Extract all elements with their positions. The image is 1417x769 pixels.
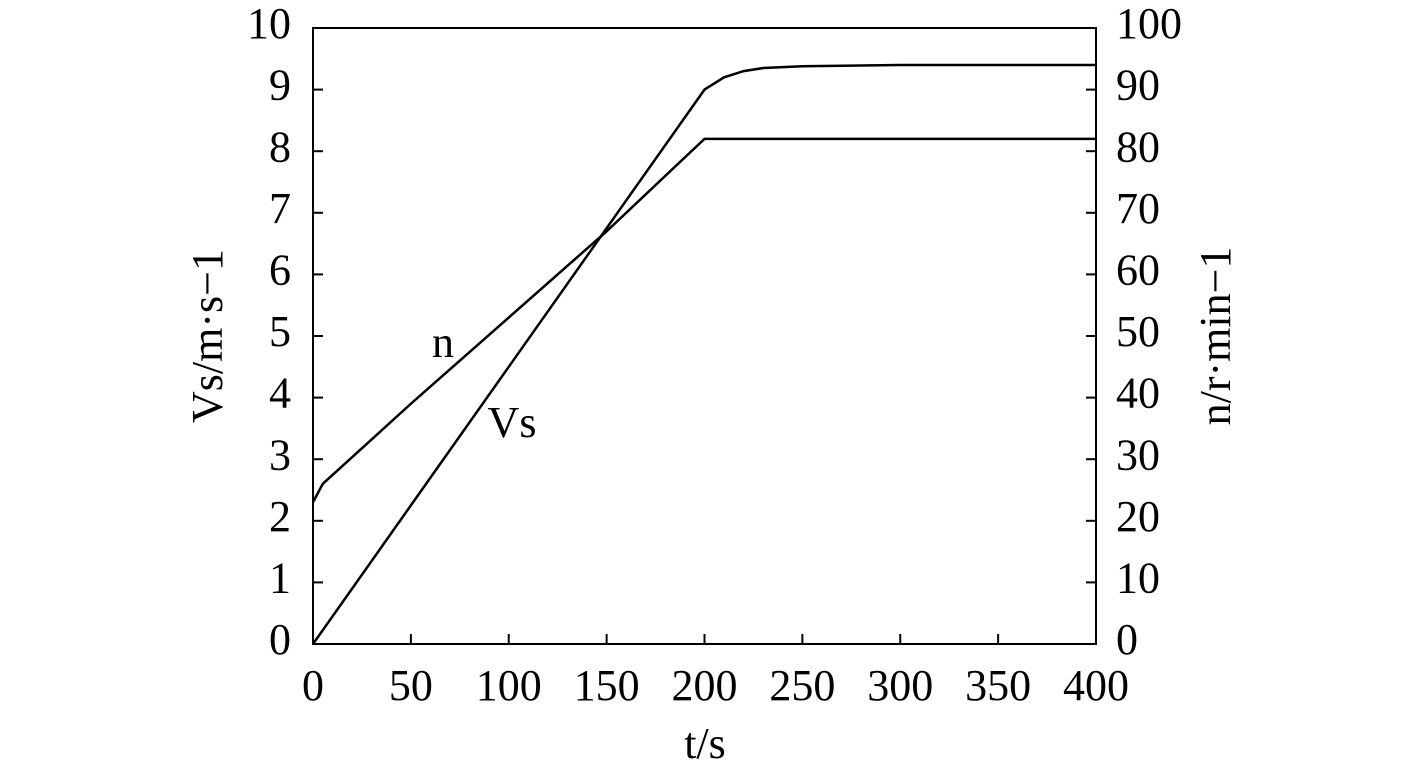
series-line <box>311 137 1096 503</box>
x-tick-label: 200 <box>672 661 738 710</box>
x-tick-label: 150 <box>574 661 640 710</box>
y-tick-label: 4 <box>269 369 291 418</box>
y2-tick-label: 10 <box>1116 553 1160 602</box>
y2-tick-label: 90 <box>1116 61 1160 110</box>
y-tick-label: 0 <box>269 615 291 664</box>
y2-tick-label: 70 <box>1116 184 1160 233</box>
y2-tick-label: 50 <box>1116 307 1160 356</box>
y-tick-label: 10 <box>247 0 291 48</box>
x-tick-label: 50 <box>389 661 433 710</box>
x-tick-label: 350 <box>965 661 1031 710</box>
y-tick-label: 6 <box>269 245 291 294</box>
x-tick-label: 0 <box>302 661 324 710</box>
y-tick-label: 5 <box>269 307 291 356</box>
series-label: Vs <box>488 398 537 447</box>
plot-frame <box>312 27 1097 645</box>
y2-tick-label: 20 <box>1116 492 1160 541</box>
x-tick-label: 400 <box>1063 661 1129 710</box>
y2-tick-label: 100 <box>1116 0 1182 48</box>
series-label: n <box>432 318 454 367</box>
series-line <box>311 63 1096 645</box>
y-axis-label: Vs/m·s−1 <box>183 249 232 423</box>
y2-tick-label: 30 <box>1116 430 1160 479</box>
x-axis-label: t/s <box>684 719 726 768</box>
y-tick-label: 1 <box>269 553 291 602</box>
y-tick-label: 3 <box>269 430 291 479</box>
y-tick-label: 7 <box>269 184 291 233</box>
x-tick-label: 300 <box>867 661 933 710</box>
y2-axis-label: n/r·min−1 <box>1191 247 1240 426</box>
y2-tick-label: 60 <box>1116 245 1160 294</box>
y2-tick-label: 0 <box>1116 615 1138 664</box>
y2-tick-label: 40 <box>1116 369 1160 418</box>
y-tick-label: 2 <box>269 492 291 541</box>
y2-tick-label: 80 <box>1116 122 1160 171</box>
x-tick-label: 250 <box>769 661 835 710</box>
y-tick-label: 8 <box>269 122 291 171</box>
y-tick-label: 9 <box>269 61 291 110</box>
x-tick-label: 100 <box>476 661 542 710</box>
